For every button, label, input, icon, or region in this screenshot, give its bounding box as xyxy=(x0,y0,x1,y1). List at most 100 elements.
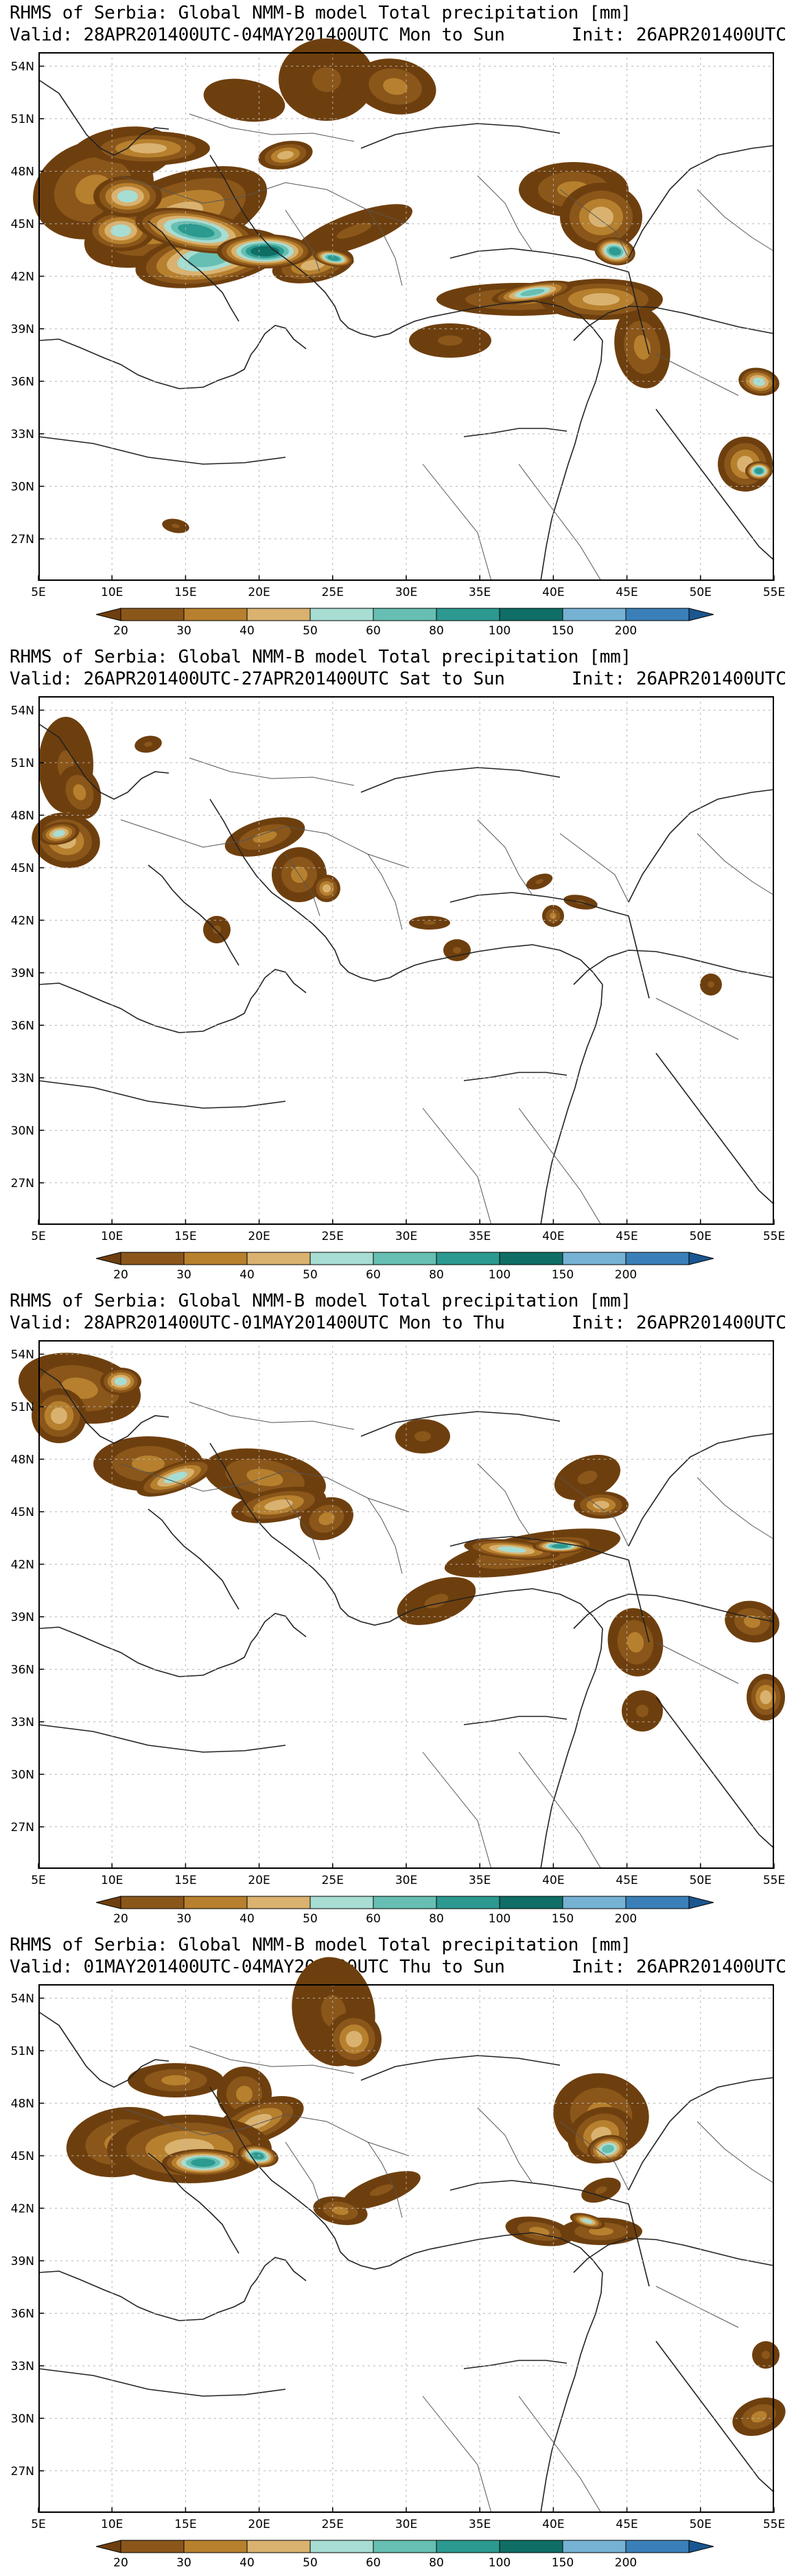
precipitation-area xyxy=(264,1499,293,1510)
lat-tick-label: 27N xyxy=(11,2465,34,2479)
coastline xyxy=(38,1367,169,1444)
lon-tick-label: 15E xyxy=(174,586,196,599)
precipitation-area xyxy=(346,2031,362,2047)
lat-tick-label: 42N xyxy=(11,2202,34,2216)
lon-tick-label: 20E xyxy=(248,1874,270,1887)
country-border xyxy=(285,1497,320,1561)
coastline xyxy=(312,2211,430,2270)
lat-tick-label: 45N xyxy=(11,218,34,231)
coastline xyxy=(540,340,603,582)
colorbar-legend: 20 30 40 50 60 80 100 150 200 xyxy=(96,1896,714,1926)
colorbar-level-label: 100 xyxy=(489,1912,511,1926)
country-border xyxy=(477,1463,533,1540)
lat-tick-label: 48N xyxy=(11,1453,34,1467)
lat-tick-label: 51N xyxy=(11,113,34,126)
country-border xyxy=(559,833,629,903)
country-border xyxy=(120,819,410,869)
lon-tick-label: 15E xyxy=(174,1874,196,1887)
coastline xyxy=(628,2203,650,2287)
lat-tick-label: 51N xyxy=(11,757,34,770)
precipitation-area xyxy=(762,2351,770,2359)
coastline xyxy=(655,1697,775,1849)
lat-tick-label: 39N xyxy=(11,323,34,336)
coastline xyxy=(628,915,650,999)
colorbar-level-label: 150 xyxy=(552,624,574,638)
coastline xyxy=(209,154,314,281)
coastline xyxy=(628,789,775,903)
lon-tick-label: 5E xyxy=(31,2518,46,2531)
forecast-panel-thu-sun: RHMS of Serbia: Global NMM-B model Total… xyxy=(0,1932,796,2576)
precipitation-area xyxy=(110,225,131,237)
precipitation-area xyxy=(53,830,65,837)
precipitation-area xyxy=(602,2144,614,2154)
coastline xyxy=(655,409,775,561)
country-border xyxy=(518,2395,602,2514)
country-border xyxy=(518,1107,602,1226)
lon-tick-label: 45E xyxy=(616,2518,637,2531)
precipitation-area xyxy=(161,2075,190,2086)
colorbar-legend: 20 30 40 50 60 80 100 150 200 xyxy=(96,608,714,638)
lon-tick-label: 50E xyxy=(690,2518,712,2531)
colorbar-bin xyxy=(309,1252,374,1265)
coastline xyxy=(449,892,629,917)
lon-tick-label: 35E xyxy=(469,2518,491,2531)
lon-tick-label: 50E xyxy=(690,1230,712,1243)
lat-tick-label: 51N xyxy=(11,1401,34,1414)
lat-tick-label: 48N xyxy=(11,165,34,179)
country-border xyxy=(477,819,533,896)
colorbar-bin xyxy=(625,1896,690,1909)
panel-init-time: Init: 26APR201400UTC xyxy=(571,1957,786,1977)
lon-tick-label: 35E xyxy=(469,586,491,599)
country-border xyxy=(189,2045,355,2074)
country-border xyxy=(696,1477,775,1540)
precipitation-area xyxy=(144,741,152,747)
colorbar-bin xyxy=(562,1896,627,1909)
lon-tick-label: 45E xyxy=(616,1230,637,1243)
colorbar-max-triangle xyxy=(688,608,714,621)
country-border xyxy=(655,998,739,1040)
precipitation-area xyxy=(73,784,86,801)
colorbar-bin xyxy=(246,1896,311,1909)
lat-tick-label: 48N xyxy=(11,2097,34,2111)
colorbar-level-label: 150 xyxy=(552,1912,574,1926)
colorbar-level-label: 60 xyxy=(366,624,381,638)
country-border xyxy=(655,1642,739,1684)
colorbar-level-label: 200 xyxy=(615,1912,637,1926)
panel-title: RHMS of Serbia: Global NMM-B model Total… xyxy=(10,647,631,667)
lat-tick-label: 42N xyxy=(11,1558,34,1572)
country-border xyxy=(367,1497,403,1574)
precipitation-area xyxy=(453,947,461,954)
coastline xyxy=(463,1072,567,1081)
lon-tick-label: 55E xyxy=(763,2518,785,2531)
coastline xyxy=(360,1411,561,1437)
colorbar-bin xyxy=(373,608,437,621)
precipitation-area xyxy=(51,1407,67,1424)
precipitation-area xyxy=(203,78,285,122)
colorbar-level-label: 20 xyxy=(113,2556,128,2570)
precipitation-area xyxy=(595,2186,607,2194)
colorbar-level-label: 50 xyxy=(303,1912,318,1926)
precipitation-map: 54N 51N 48N 45N 42N 39N 36N 33N 30N 27N 5E 10E 15E 20… xyxy=(11,1957,786,2531)
coastline xyxy=(429,944,603,985)
precipitation-area xyxy=(117,190,138,203)
lat-tick-label: 27N xyxy=(11,1177,34,1191)
colorbar-bin xyxy=(562,1252,627,1265)
lon-tick-label: 20E xyxy=(248,2518,270,2531)
precipitation-area xyxy=(178,223,215,238)
colorbar-bin xyxy=(625,1252,690,1265)
coastline xyxy=(540,2272,603,2514)
coastline xyxy=(628,1433,775,1547)
colorbar-bin xyxy=(309,1896,374,1909)
colorbar-bin xyxy=(183,608,248,621)
precipitation-area xyxy=(589,207,613,227)
coastline xyxy=(540,984,603,1226)
coastline xyxy=(573,950,775,985)
country-border xyxy=(559,1477,629,1547)
lon-tick-label: 25E xyxy=(322,1230,344,1243)
precipitation-area xyxy=(552,1544,568,1548)
precipitation-area xyxy=(423,921,436,925)
colorbar-max-triangle xyxy=(688,1252,714,1265)
country-border xyxy=(285,853,320,917)
colorbar-level-label: 30 xyxy=(176,2556,191,2570)
country-border xyxy=(655,354,739,396)
